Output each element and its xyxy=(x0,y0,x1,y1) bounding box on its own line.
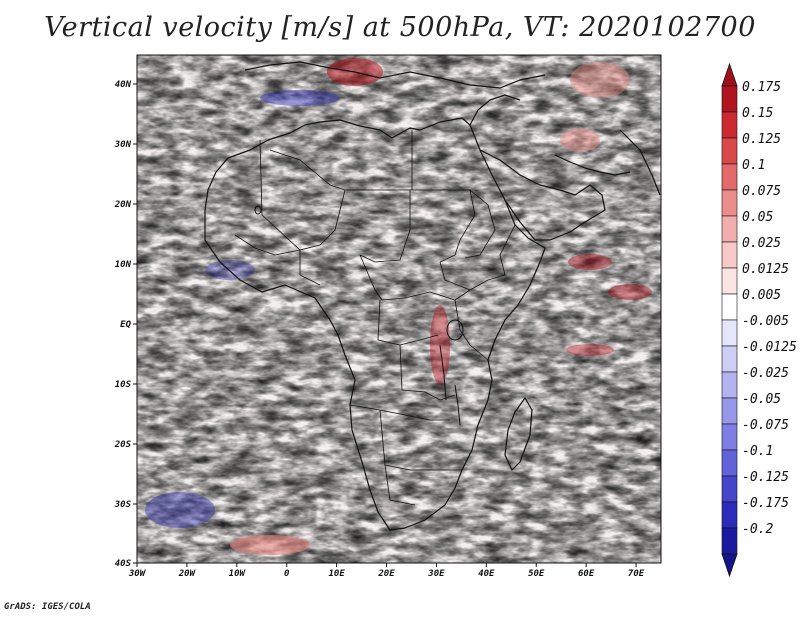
persian-gulf xyxy=(554,154,631,176)
ascent-field xyxy=(137,55,661,563)
lon-tick-label: 0 xyxy=(284,569,290,579)
middle-east-coast xyxy=(469,94,521,126)
latitude-axis: 40N 30N 20N 10N EQ 10S 20S 30S 40S xyxy=(114,80,137,569)
colorbar-segment xyxy=(721,319,738,347)
lon-tick-label: 30W xyxy=(128,569,147,579)
colorbar-label: 0.125 xyxy=(742,132,781,147)
lon-tick-label: 60E xyxy=(578,569,595,579)
colorbar-segment xyxy=(721,293,738,321)
colorbar-label: -0.0125 xyxy=(742,340,797,355)
colorbar-label: -0.175 xyxy=(742,496,789,511)
map-title: Vertical velocity [m/s] at 500hPa, VT: 2… xyxy=(44,12,756,43)
lon-tick-label: 20E xyxy=(377,569,395,579)
colorbar-label: 0.1 xyxy=(742,158,765,173)
colorbar-segment xyxy=(721,267,738,295)
india-coast xyxy=(619,129,661,196)
colorbar-label: 0.0125 xyxy=(742,262,789,277)
colorbar-segment xyxy=(721,163,738,191)
lat-tick-label: 30S xyxy=(114,500,132,510)
longitude-axis: 30W 20W 10W 0 10E 20E 30E 40E 50E 60E 70E xyxy=(128,563,645,579)
lat-tick-label: 10N xyxy=(115,260,132,270)
lat-tick-label: 20N xyxy=(114,200,132,210)
colorbar-segment xyxy=(721,449,738,477)
colorbar-segment xyxy=(721,345,738,373)
madagascar xyxy=(504,397,533,471)
strong-ascent-areas xyxy=(145,58,652,555)
lakes xyxy=(254,205,464,426)
lon-tick-label: 10W xyxy=(229,569,247,579)
colorbar-label: 0.025 xyxy=(742,236,781,251)
colorbar-label: 0.175 xyxy=(742,80,781,95)
colorbar-segment xyxy=(721,501,738,529)
credit-label: GrADS: IGES/COLA xyxy=(4,602,91,612)
lon-tick-label: 10E xyxy=(328,569,345,579)
colorbar-segment xyxy=(721,423,738,451)
lon-tick-label: 30E xyxy=(427,569,445,579)
lat-tick-label: 40S xyxy=(115,559,132,569)
colorbar-label: -0.075 xyxy=(742,418,789,433)
colorbar-label: 0.05 xyxy=(742,210,773,225)
lat-tick-label: 10S xyxy=(115,380,132,390)
lat-tick-label: EQ xyxy=(120,320,131,330)
colorbar-segment xyxy=(721,189,738,217)
colorbar-segment xyxy=(721,111,738,139)
colorbar-segment xyxy=(721,215,738,243)
map-panel xyxy=(137,55,661,563)
africa-coastline xyxy=(204,117,546,531)
lat-tick-label: 30N xyxy=(114,140,132,150)
lon-tick-label: 50E xyxy=(528,569,545,579)
mediterranean-north xyxy=(244,61,546,89)
colorbar-label: -0.125 xyxy=(742,470,789,485)
colorbar-label: -0.05 xyxy=(742,392,781,407)
colorbar-label: 0.15 xyxy=(742,106,773,121)
arabia-coast xyxy=(479,149,606,241)
colorbar-label: 0.005 xyxy=(742,288,781,303)
colorbar-segment xyxy=(721,475,738,503)
colorbar-segment xyxy=(721,241,738,269)
colorbar-label: 0.075 xyxy=(742,184,781,199)
colorbar-segment xyxy=(721,137,738,165)
colorbar-segment xyxy=(721,397,738,425)
map-frame xyxy=(136,54,662,564)
colorbar-label: -0.025 xyxy=(742,366,789,381)
colorbar-top-arrow xyxy=(721,62,738,87)
colorbar-segment xyxy=(721,85,738,113)
colorbar-segment xyxy=(721,527,738,555)
lat-tick-label: 20S xyxy=(114,440,132,450)
colorbar-label: -0.2 xyxy=(742,522,773,537)
colorbar: 0.175 0.15 0.125 0.1 0.075 0.05 0.025 0.0125 0.0… xyxy=(721,62,797,578)
colorbar-bottom-arrow xyxy=(721,553,738,578)
lon-tick-label: 70E xyxy=(628,569,645,579)
lon-tick-label: 20W xyxy=(178,569,197,579)
coastlines xyxy=(204,61,661,531)
lat-tick-label: 40N xyxy=(115,80,132,90)
colorbar-label: -0.1 xyxy=(742,444,773,459)
colorbar-label: -0.005 xyxy=(742,314,789,329)
colorbar-segment xyxy=(721,371,738,399)
country-borders xyxy=(234,130,516,506)
lon-tick-label: 40E xyxy=(478,569,495,579)
